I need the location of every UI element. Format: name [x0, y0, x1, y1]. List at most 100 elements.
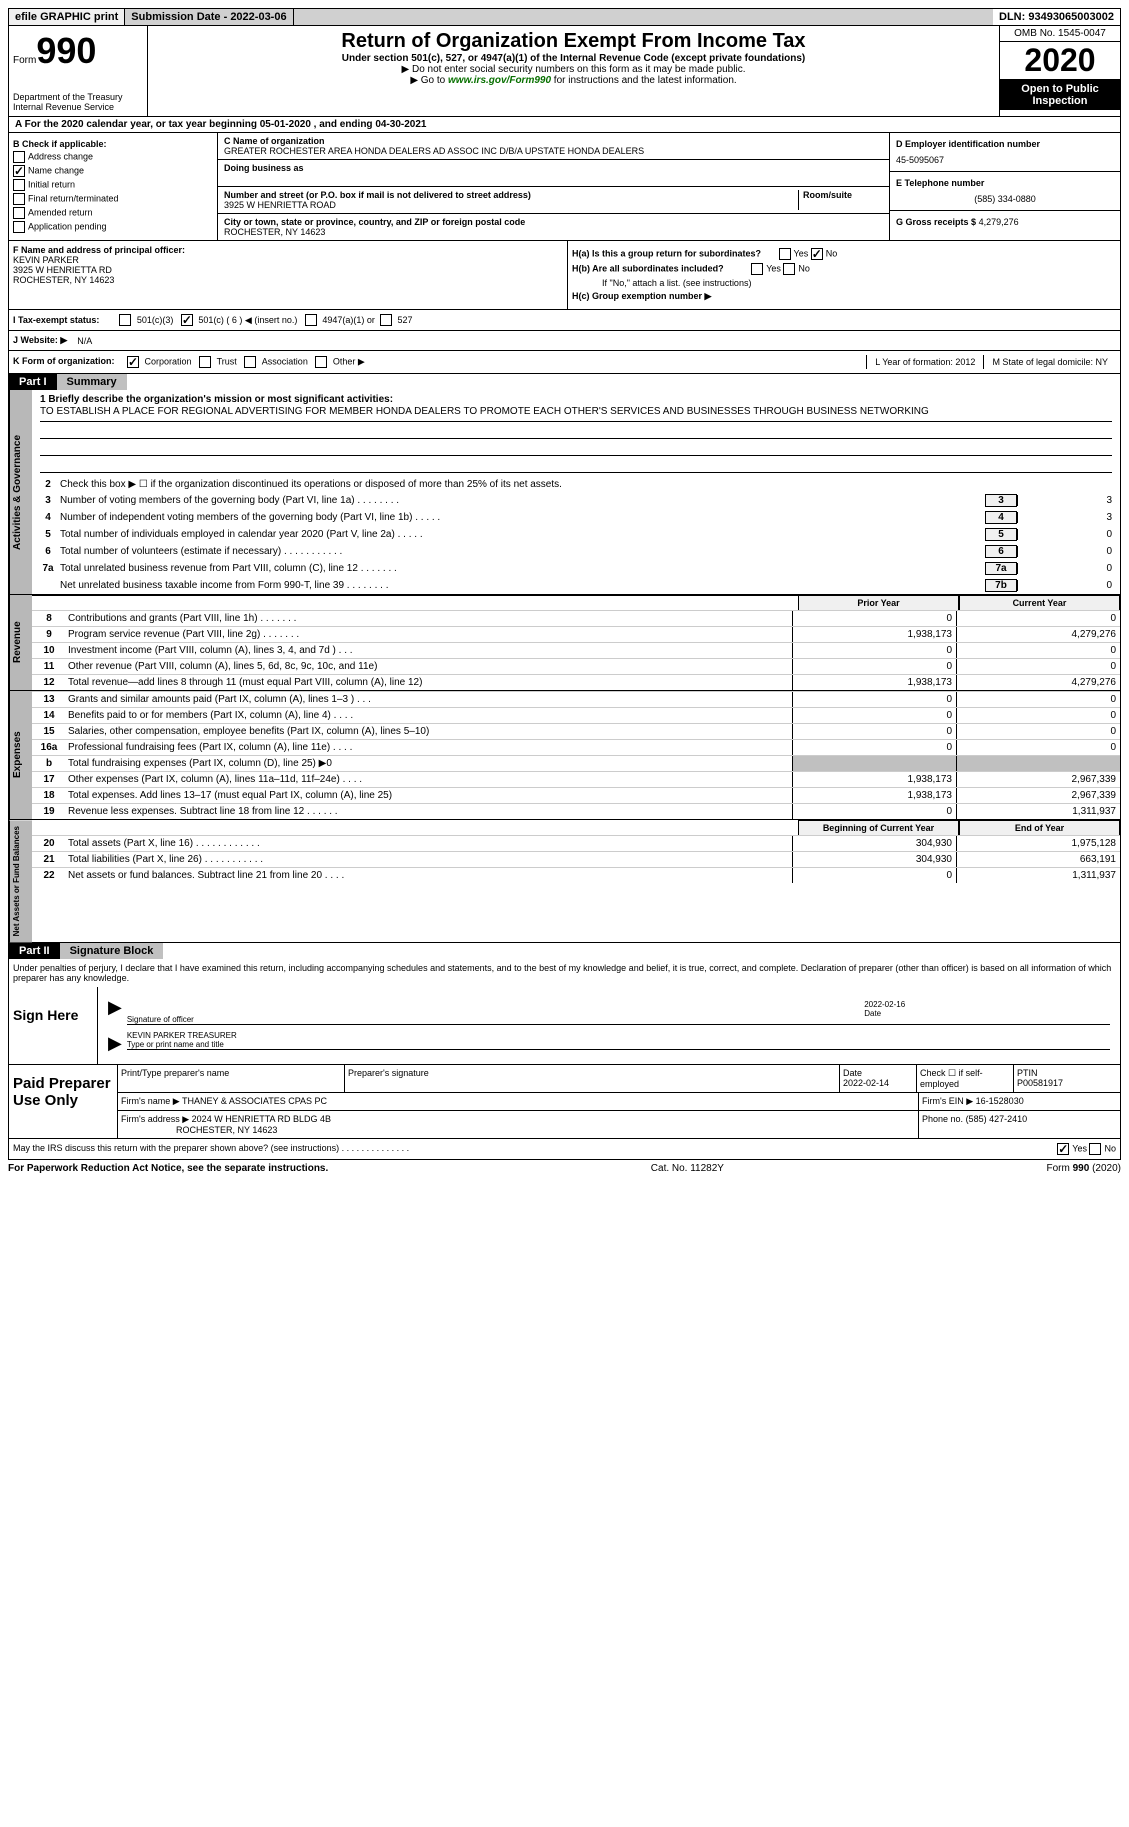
line2-text: Check this box ▶ ☐ if the organization d…	[60, 479, 1116, 490]
h-note: If "No," attach a list. (see instruction…	[572, 278, 1116, 288]
discuss-yes[interactable]	[1057, 1143, 1069, 1155]
phone-label: E Telephone number	[896, 178, 1114, 188]
ha-yes[interactable]	[779, 248, 791, 260]
net-assets-section: Net Assets or Fund Balances Beginning of…	[8, 820, 1121, 943]
fin-line: 13Grants and similar amounts paid (Part …	[32, 691, 1120, 707]
gov-line: 7aTotal unrelated business revenue from …	[32, 560, 1120, 577]
state-domicile: M State of legal domicile: NY	[983, 355, 1116, 369]
hb-no[interactable]	[783, 263, 795, 275]
fin-line: 20Total assets (Part X, line 16) . . . .…	[32, 835, 1120, 851]
fin-line: 9Program service revenue (Part VIII, lin…	[32, 626, 1120, 642]
fin-line: bTotal fundraising expenses (Part IX, co…	[32, 755, 1120, 771]
gov-line: Net unrelated business taxable income fr…	[32, 577, 1120, 594]
firm-addr: 2024 W HENRIETTA RD BLDG 4B	[192, 1114, 331, 1124]
prep-sig-label: Preparer's signature	[345, 1065, 840, 1092]
security-note: ▶ Do not enter social security numbers o…	[152, 64, 995, 75]
ha-no[interactable]	[811, 248, 823, 260]
part1-title: Summary	[57, 374, 127, 390]
net-assets-side-label: Net Assets or Fund Balances	[9, 820, 32, 942]
mission-label: 1 Briefly describe the organization's mi…	[40, 394, 1112, 405]
subtitle: Under section 501(c), 527, or 4947(a)(1)…	[152, 53, 995, 64]
city-value: ROCHESTER, NY 14623	[224, 227, 883, 237]
expenses-section: Expenses 13Grants and similar amounts pa…	[8, 691, 1121, 820]
org-name-label: C Name of organization	[224, 136, 883, 146]
address-value: 3925 W HENRIETTA ROAD	[224, 200, 798, 210]
declaration-text: Under penalties of perjury, I declare th…	[8, 959, 1121, 987]
i-501c[interactable]	[181, 314, 193, 326]
governance-side-label: Activities & Governance	[9, 390, 32, 594]
i-527[interactable]	[380, 314, 392, 326]
i-label: I Tax-exempt status:	[13, 315, 99, 325]
column-b: B Check if applicable: Address change Na…	[9, 133, 218, 240]
firm-city: ROCHESTER, NY 14623	[176, 1125, 277, 1135]
firm-name: THANEY & ASSOCIATES CPAS PC	[182, 1096, 327, 1106]
hb-yes[interactable]	[751, 263, 763, 275]
city-label: City or town, state or province, country…	[224, 217, 883, 227]
gov-line: 3Number of voting members of the governi…	[32, 492, 1120, 509]
part1-label: Part I	[9, 374, 57, 390]
ein-value: 45-5095067	[896, 155, 1114, 165]
sig-officer-label: Signature of officer	[127, 1015, 864, 1024]
section-a: A For the 2020 calendar year, or tax yea…	[8, 117, 1121, 133]
gov-line: 5Total number of individuals employed in…	[32, 526, 1120, 543]
k-corp[interactable]	[127, 356, 139, 368]
begin-year-header: Beginning of Current Year	[798, 820, 959, 835]
ptin-value: P00581917	[1017, 1078, 1063, 1088]
prep-date: 2022-02-14	[843, 1078, 889, 1088]
k-label: K Form of organization:	[13, 356, 115, 366]
main-info-block: B Check if applicable: Address change Na…	[8, 133, 1121, 241]
preparer-section: Paid Preparer Use Only Print/Type prepar…	[8, 1065, 1121, 1139]
fin-line: 18Total expenses. Add lines 13–17 (must …	[32, 787, 1120, 803]
hb-label: H(b) Are all subordinates included?	[572, 263, 724, 273]
prep-phone: (585) 427-2410	[966, 1114, 1028, 1124]
print-name-label: Type or print name and title	[127, 1040, 224, 1049]
form-header: Form990 Department of the Treasury Inter…	[8, 26, 1121, 117]
mission-text: TO ESTABLISH A PLACE FOR REGIONAL ADVERT…	[40, 405, 1112, 422]
sign-here-label: Sign Here	[9, 987, 98, 1064]
sign-section: Sign Here ▶ Signature of officer 2022-02…	[8, 987, 1121, 1065]
org-name: GREATER ROCHESTER AREA HONDA DEALERS AD …	[224, 146, 883, 156]
room-label: Room/suite	[803, 190, 883, 200]
website-row: J Website: ▶ N/A	[8, 331, 1121, 351]
i-4947[interactable]	[305, 314, 317, 326]
bottom-line: For Paperwork Reduction Act Notice, see …	[8, 1160, 1121, 1174]
dln-label: DLN: 93493065003002	[993, 9, 1120, 25]
sign-date: 2022-02-16	[864, 1000, 1110, 1009]
cb-address[interactable]	[13, 151, 25, 163]
discuss-row: May the IRS discuss this return with the…	[8, 1139, 1121, 1160]
dba-label: Doing business as	[224, 163, 883, 173]
ha-label: H(a) Is this a group return for subordin…	[572, 248, 761, 258]
form-label: Form	[13, 55, 36, 66]
k-row: K Form of organization: Corporation Trus…	[8, 351, 1121, 374]
row-fh: F Name and address of principal officer:…	[8, 241, 1121, 310]
cb-pending[interactable]	[13, 221, 25, 233]
website-value: N/A	[77, 336, 92, 346]
discuss-no[interactable]	[1089, 1143, 1101, 1155]
cb-initial[interactable]	[13, 179, 25, 191]
fin-line: 16aProfessional fundraising fees (Part I…	[32, 739, 1120, 755]
discuss-text: May the IRS discuss this return with the…	[9, 1143, 409, 1155]
efile-print-btn[interactable]: efile GRAPHIC print	[9, 9, 125, 25]
tax-year: 2020	[1000, 42, 1120, 80]
address-label: Number and street (or P.O. box if mail i…	[224, 190, 798, 200]
main-title: Return of Organization Exempt From Incom…	[152, 30, 995, 53]
paperwork-notice: For Paperwork Reduction Act Notice, see …	[8, 1163, 328, 1174]
form-number: 990	[36, 30, 96, 71]
fin-line: 12Total revenue—add lines 8 through 11 (…	[32, 674, 1120, 690]
gov-line: 6Total number of volunteers (estimate if…	[32, 543, 1120, 560]
f-label: F Name and address of principal officer:	[13, 245, 563, 255]
phone-value: (585) 334-0880	[896, 194, 1114, 204]
cb-amended[interactable]	[13, 207, 25, 219]
officer-name: KEVIN PARKER	[13, 255, 563, 265]
cb-final[interactable]	[13, 193, 25, 205]
cb-name-change[interactable]	[13, 165, 25, 177]
fin-line: 19Revenue less expenses. Subtract line 1…	[32, 803, 1120, 819]
k-other[interactable]	[315, 356, 327, 368]
form-footer: Form 990 (2020)	[1047, 1163, 1121, 1174]
k-trust[interactable]	[199, 356, 211, 368]
k-assoc[interactable]	[244, 356, 256, 368]
governance-section: Activities & Governance 1 Briefly descri…	[8, 390, 1121, 595]
fin-line: 11Other revenue (Part VIII, column (A), …	[32, 658, 1120, 674]
irs-link[interactable]: www.irs.gov/Form990	[448, 75, 551, 86]
i-501c3[interactable]	[119, 314, 131, 326]
